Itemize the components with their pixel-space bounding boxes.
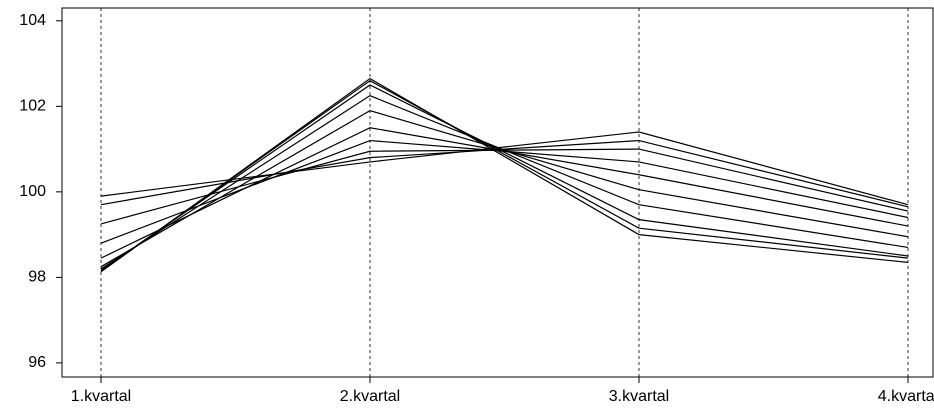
x-tick-label: 1.kvartal (71, 388, 131, 405)
series-line (100, 131, 909, 206)
series-line (100, 79, 909, 272)
series-line (100, 139, 909, 244)
y-tick-label: 104 (19, 12, 46, 29)
series-line (100, 84, 909, 271)
plot-frame (61, 7, 934, 378)
y-tick-label: 96 (28, 354, 46, 371)
y-tick-label: 98 (28, 269, 46, 286)
x-tick-label: 2.kvartal (340, 388, 400, 405)
series-line (100, 139, 909, 208)
y-tick-label: 102 (19, 98, 46, 115)
series-line (100, 109, 909, 268)
series-line (100, 148, 909, 225)
series-line (100, 94, 909, 270)
x-tick-label: 4.kvartal (878, 388, 934, 405)
y-tick-label: 100 (19, 183, 46, 200)
x-tick-label: 3.kvartal (609, 388, 669, 405)
series-line (100, 77, 909, 273)
